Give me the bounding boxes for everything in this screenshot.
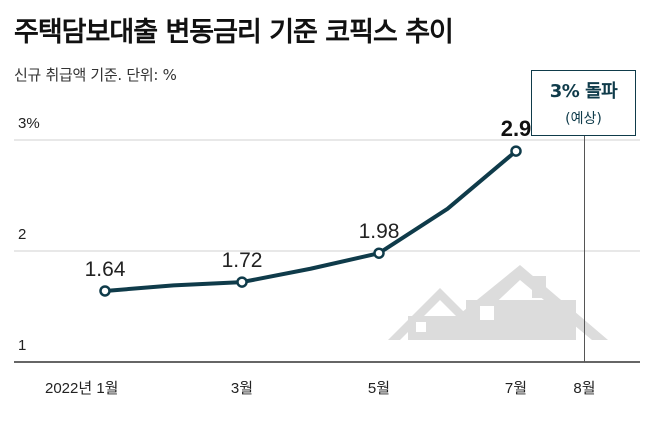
house-illustration-icon <box>388 265 608 340</box>
data-label: 1.98 <box>359 220 400 243</box>
data-label: 1.72 <box>222 249 263 272</box>
x-tick-label: 3월 <box>231 380 253 397</box>
series-line <box>103 149 518 293</box>
callout-main-text: 3% 돌파 <box>549 81 618 102</box>
chart-title: 주택담보대출 변동금리 기준 코픽스 추이 <box>14 17 454 48</box>
data-point <box>373 247 385 259</box>
x-tick-label: 8월 <box>573 380 595 397</box>
data-point <box>236 276 248 288</box>
y-tick-label: 2 <box>18 226 26 243</box>
x-tick-label: 2022년 1월 <box>45 380 118 397</box>
x-tick-label: 5월 <box>368 380 390 397</box>
x-tick-label: 7월 <box>505 380 527 397</box>
callout-sub-text: (예상) <box>565 111 602 127</box>
data-point <box>99 285 111 297</box>
data-label: 2.9 <box>501 116 532 141</box>
forecast-callout: 3% 돌파 (예상) <box>531 70 636 136</box>
y-tick-label: 1 <box>18 337 26 354</box>
data-label: 1.64 <box>85 258 126 281</box>
chart-subtitle: 신규 취급액 기준. 단위: % <box>14 66 177 84</box>
data-point <box>510 145 522 157</box>
y-tick-label: 3% <box>18 115 40 132</box>
